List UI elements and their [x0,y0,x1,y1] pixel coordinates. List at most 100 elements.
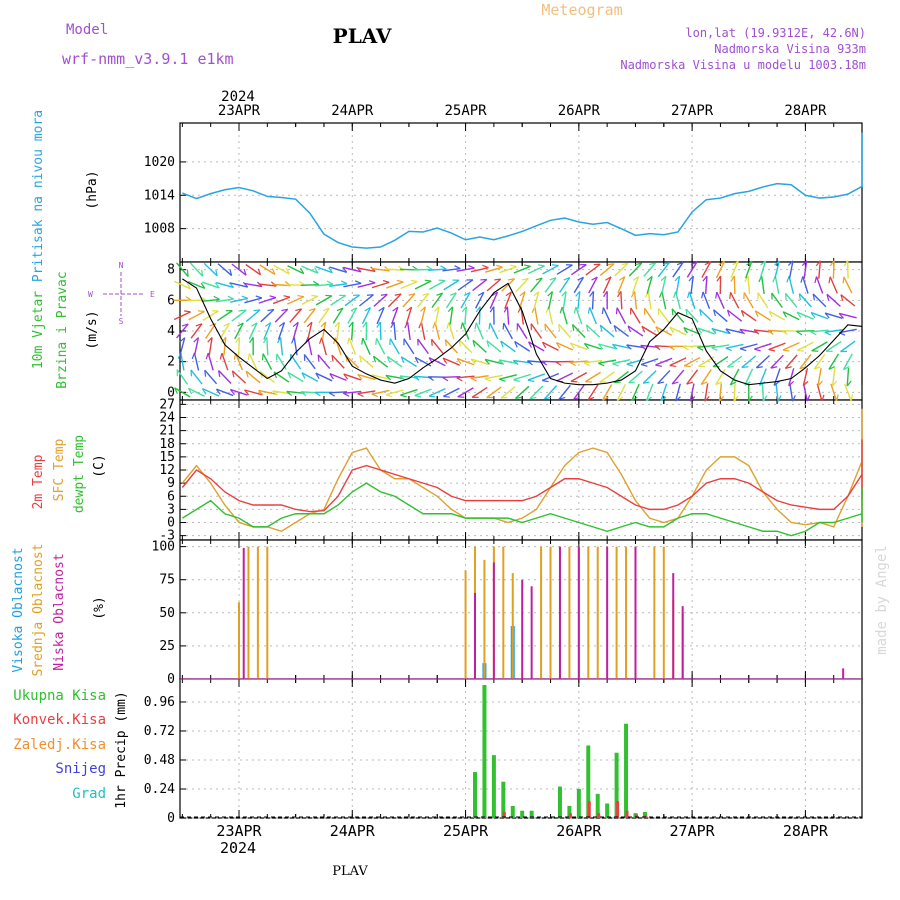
wind-arrow [514,340,531,352]
compass-e: E [150,290,155,299]
wind-arrow-head [259,371,263,378]
wind-arrow-head [237,322,244,327]
y-tick-label: 1020 [144,155,175,170]
wind-arrow-head [428,395,436,398]
wind-arrow [499,359,518,365]
wind-arrow-head [682,346,690,351]
wind-arrow [761,383,765,402]
wind-arrow [445,292,457,309]
wind-arrow-head [312,280,320,286]
wind-arrow-head [414,357,419,364]
wind-arrow [832,260,835,279]
legend-conv-rain: Konvek.Kisa [13,712,106,728]
wind-arrow [655,357,673,366]
bottom-day-label: 27APR [670,822,716,840]
wind-arrow-head [533,291,540,297]
wind-arrow [591,291,595,310]
wind-arrow [277,322,286,340]
low-cloud-bar [492,562,495,679]
wind-arrow [757,292,769,309]
wind-arrow [758,368,767,386]
wind-arrow [343,390,362,394]
wind-arrow-head [587,396,595,401]
y-tick-label: 2 [167,355,175,370]
wind-arrow-head [408,293,416,296]
wind-arrow [420,322,426,340]
wind-arrow-head [463,292,471,296]
wind-arrow-head [684,365,691,368]
wind-arrow-head [442,357,448,364]
wind-arrow [628,262,643,277]
y-tick-label: 8 [167,263,175,278]
wind-arrow-head [746,260,753,266]
wind-arrow-head [336,307,344,312]
panel-4: 0 0.24 0.48 0.72 0.96 [144,678,863,826]
wind-arrow [683,326,701,336]
wind-arrow [258,389,277,395]
wind-arrow [359,294,374,307]
wind-arrow [457,279,474,291]
wind-arrow-head [357,374,363,380]
wind-arrow-head [314,391,321,397]
wind-arrow [530,323,543,339]
wind-arrow [258,296,277,304]
wind-arrow-head [191,352,196,360]
total-rain-bar [576,788,581,818]
wind-arrow [702,291,711,309]
wind-arrow-head [781,330,788,336]
wind-arrow-head [444,339,447,347]
wind-arrow [458,339,473,354]
wind-arrow-head [726,309,731,317]
wind-arrow [770,354,784,369]
wind-arrow-head [446,322,450,329]
wind-arrow-head [733,395,739,402]
wind-arrow [506,306,510,325]
cloud-mid-label: Srednja Oblacnost [31,543,46,676]
wind-arrow [743,292,754,309]
wind-arrow-head [508,278,515,281]
wind-arrow [399,375,418,379]
conv-rain-bar [616,801,620,818]
wind-arrow [442,375,461,379]
wind-arrow-head [702,275,708,282]
wind-arrow [815,276,824,294]
wind-arrow [231,309,247,322]
wind-arrow [830,383,838,402]
wind-arrow [343,266,362,273]
wind-arrow [321,322,327,340]
wind-arrow-head [773,381,780,386]
wind-arrow-head [699,309,702,316]
wind-arrow [385,389,404,396]
wind-arrow [585,324,601,338]
wind-arrow [218,370,232,384]
wind-arrow-head [806,394,811,402]
wind-arrow-head [756,366,763,369]
wind-arrow-head [306,321,313,328]
wind-arrow-head [378,306,385,312]
wind-arrow [460,292,471,309]
wind-arrow-head [264,322,272,327]
wind-arrow-head [784,293,787,300]
wind-arrow-head [174,387,178,394]
wind-arrow [718,383,723,402]
wind-arrow [802,276,809,294]
wind-arrow-head [672,291,677,298]
wind-arrow-head [616,396,624,401]
wind-arrow-head [242,281,249,288]
wind-arrow-head [276,337,282,344]
wind-arrow-head [213,295,220,300]
wind-arrow-head [846,380,852,387]
wind-arrow-head [828,366,836,370]
wind-arrow-head [561,291,567,297]
wind-arrow [217,263,233,277]
y-tick-label: 0.24 [144,782,175,797]
y-tick-label: 1014 [144,188,175,203]
wind-arrow-head [786,276,790,283]
total-rain-bar [614,752,619,818]
wind-arrow-head [187,387,193,395]
wind-arrow [292,322,299,340]
wind-arrow [503,322,514,340]
wind-arrow [403,338,415,355]
wind-arrow [188,310,205,321]
wind-arrow-head [505,291,512,297]
